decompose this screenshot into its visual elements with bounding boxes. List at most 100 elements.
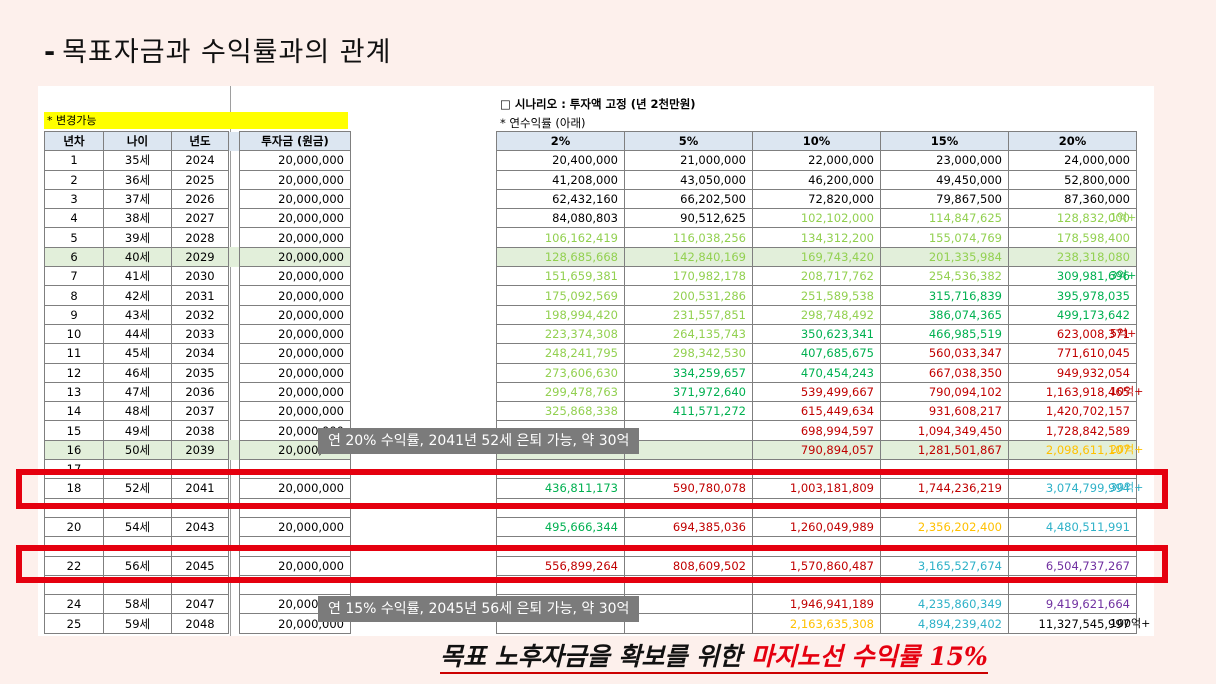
year-cell: 2039 [171,439,229,461]
value-cell: 1,946,941,189 [752,594,881,615]
header-year-count: 년차 [44,130,104,152]
year-count-cell: 10 [44,323,104,345]
investment-cell: 20,000,000 [239,150,351,171]
value-cell: 84,080,803 [496,208,625,229]
year-count-cell: 9 [44,304,104,325]
table-row: 20 54세 2043 20,000,000 [44,516,351,538]
value-cell [624,439,753,461]
year-count-cell: 24 [44,594,104,615]
table-row: 325,868,338 411,571,272 615,449,634 931,608… [496,401,1137,422]
rate-header: 20% [1008,130,1137,152]
age-cell: 45세 [103,343,172,364]
year-cell: 2028 [171,227,229,248]
milestone-label: 3억+ [1110,269,1137,283]
investment-cell: 20,000,000 [239,323,351,345]
highlight-box-2041 [16,469,1168,509]
value-cell: 201,335,984 [880,246,1009,268]
table-row: 20,400,000 21,000,000 22,000,000 23,000,000… [496,150,1137,171]
conclusion-text: 목표 노후자금을 확보를 위한 마지노선 수익률 15% [440,642,988,674]
year-cell: 2031 [171,285,229,306]
year-cell: 2032 [171,304,229,325]
value-cell: 560,033,347 [880,343,1009,364]
investment-cell: 20,000,000 [239,478,351,499]
table-row: 7 41세 2030 20,000,000 [44,266,351,287]
value-cell: 62,432,160 [496,188,625,210]
value-cell: 49,450,000 [880,169,1009,190]
year-count-cell: 3 [44,188,104,210]
table-row: 24 58세 2047 20,000,000 [44,594,351,615]
table-row: 25 59세 2048 20,000,000 [44,613,351,634]
table-row: 6 40세 2029 20,000,000 [44,246,351,268]
table-row: 12 46세 2035 20,000,000 [44,362,351,383]
year-cell: 2026 [171,188,229,210]
value-cell: 350,623,341 [752,323,881,345]
year-cell: 2041 [171,478,229,499]
investment-cell: 20,000,000 [239,246,351,268]
value-cell: 20,400,000 [496,150,625,171]
value-cell: 771,610,045 [1008,343,1137,364]
year-cell: 2030 [171,266,229,287]
age-cell: 54세 [103,516,172,538]
scenario-subtitle: * 연수익률 (아래) [500,116,586,130]
value-cell: 1,570,860,487 [752,555,881,576]
value-cell: 694,385,036 [624,516,753,538]
age-cell: 36세 [103,169,172,190]
highlight-box-2045 [16,545,1168,583]
year-cell: 2043 [171,516,229,538]
value-cell: 52,800,000 [1008,169,1137,190]
age-cell: 58세 [103,594,172,615]
value-cell: 9,419,621,664 [1008,594,1137,615]
value-cell: 3,165,527,674 [880,555,1009,576]
year-count-cell: 4 [44,208,104,229]
table-row: 495,666,344 694,385,036 1,260,049,989 2,356… [496,516,1137,538]
value-cell: 22,000,000 [752,150,881,171]
value-cell: 499,173,642 [1008,304,1137,325]
milestone-label: 100억+ [1110,616,1151,630]
table-row: 4 38세 2027 20,000,000 [44,208,351,229]
table-row: 62,432,160 66,202,500 72,820,000 79,867,500… [496,188,1137,210]
investment-cell: 20,000,000 [239,208,351,229]
header-age: 나이 [103,130,172,152]
value-cell [624,594,753,615]
investment-cell: 20,000,000 [239,188,351,210]
value-cell: 90,512,625 [624,208,753,229]
table-row: 299,478,763 371,972,640 539,499,667 790,094… [496,381,1137,403]
age-cell: 35세 [103,150,172,171]
scenario-title: □ 시나리오 : 투자액 고정 (년 2천만원) [500,97,696,111]
value-cell: 2,356,202,400 [880,516,1009,538]
value-cell: 251,589,538 [752,285,881,306]
table-row: 556,899,264 808,609,502 1,570,860,487 3,165… [496,555,1137,576]
value-cell [624,613,753,634]
value-cell: 102,102,000 [752,208,881,229]
year-cell: 2024 [171,150,229,171]
year-count-cell: 2 [44,169,104,190]
table-row: 14 48세 2037 20,000,000 [44,401,351,422]
value-cell: 2,163,635,308 [752,613,881,634]
value-cell: 667,038,350 [880,362,1009,383]
year-count-cell: 11 [44,343,104,364]
year-cell: 2029 [171,246,229,268]
value-cell: 134,312,200 [752,227,881,248]
investment-cell: 20,000,000 [239,343,351,364]
investment-cell: 20,000,000 [239,555,351,576]
value-cell: 178,598,400 [1008,227,1137,248]
milestone-label: 10억+ [1110,384,1144,398]
table-row: 151,659,381 170,982,178 208,717,762 254,536… [496,266,1137,287]
value-cell: 175,092,569 [496,285,625,306]
value-cell: 116,038,256 [624,227,753,248]
value-cell: 949,932,054 [1008,362,1137,383]
value-cell: 590,780,078 [624,478,753,499]
age-cell: 50세 [103,439,172,461]
header-year: 년도 [171,130,229,152]
value-cell: 395,978,035 [1008,285,1137,306]
year-cell: 2025 [171,169,229,190]
value-cell: 334,259,657 [624,362,753,383]
value-cell: 931,608,217 [880,401,1009,422]
rate-header: 2% [496,130,625,152]
value-cell: 4,894,239,402 [880,613,1009,634]
value-cell: 698,994,597 [752,420,881,441]
value-cell: 208,717,762 [752,266,881,287]
value-cell: 231,557,851 [624,304,753,325]
age-cell: 37세 [103,188,172,210]
table-row: 11 45세 2034 20,000,000 [44,343,351,364]
